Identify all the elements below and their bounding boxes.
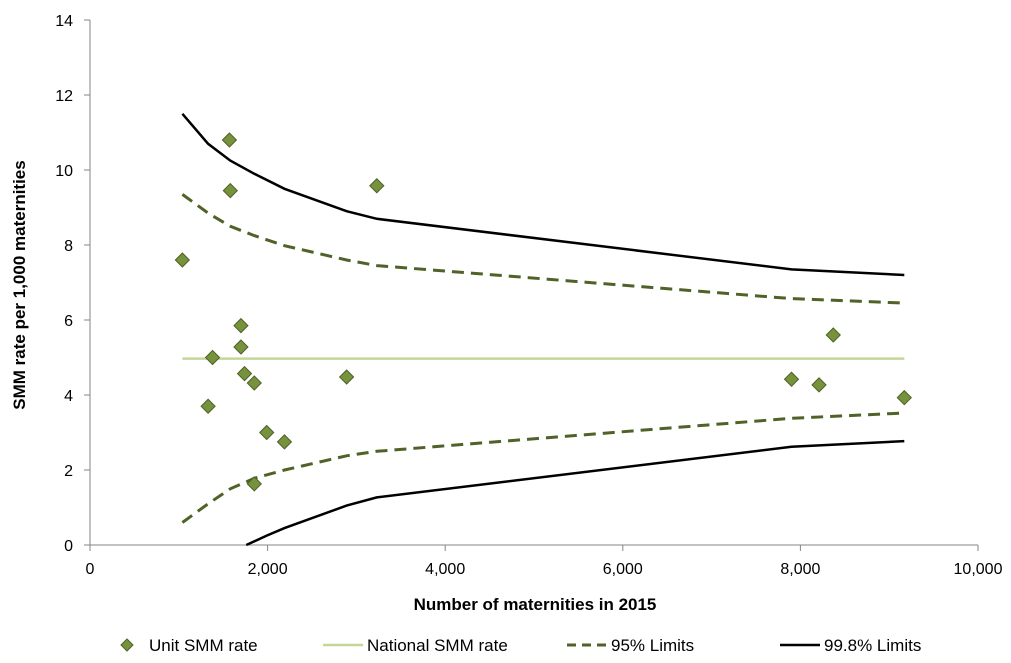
legend-item: Unit SMM rate: [120, 636, 258, 655]
99-8-limits-upper: [181, 112, 905, 277]
series-95-limits: [181, 193, 905, 524]
unit-smm-rate-point: [276, 434, 293, 450]
legend: Unit SMM rate National SMM rate 95% Limits…: [120, 636, 921, 655]
unit-smm-rate-point: [174, 252, 191, 268]
legend-item: 99.8% Limits: [780, 636, 921, 655]
unit-smm-rate-point: [246, 476, 262, 492]
y-tick-label: 0: [64, 538, 73, 555]
legend-label: 95% Limits: [611, 636, 694, 655]
legend-swatch-diamond: [120, 638, 134, 652]
axes: 0 2 4 6 8 10 12 14 0 2,000 4,000 6,000 8,000 10,000: [55, 13, 1002, 578]
y-tick-label: 14: [55, 13, 73, 30]
y-tick-label: 10: [55, 163, 73, 180]
y-tick-label: 4: [64, 388, 73, 405]
99-8-limits-lower: [245, 439, 905, 547]
unit-smm-rate-point: [259, 424, 275, 441]
x-tick-label: 6,000: [603, 561, 643, 578]
unit-smm-rate-point: [246, 375, 262, 391]
unit-smm-rate-point: [200, 398, 216, 414]
y-tick-label: 6: [64, 313, 73, 330]
95-limits-lower: [181, 411, 905, 524]
unit-smm-rate-point: [369, 178, 385, 194]
y-axis-title: SMM rate per 1,000 maternities: [10, 160, 29, 409]
unit-smm-rate-point: [222, 182, 239, 199]
95-limits-upper: [181, 193, 905, 305]
x-tick-label: 4,000: [425, 561, 465, 578]
y-tick-label: 2: [64, 463, 73, 480]
legend-item: 95% Limits: [567, 636, 694, 655]
unit-smm-rate-point: [204, 349, 221, 366]
unit-smm-rate-point: [896, 389, 913, 406]
unit-smm-rate-point: [783, 371, 800, 387]
unit-smm-rate-point: [825, 327, 841, 343]
legend-item: National SMM rate: [323, 636, 508, 655]
series-99-8-limits: [181, 112, 905, 547]
legend-label: National SMM rate: [367, 636, 508, 655]
x-tick-label: 2,000: [248, 561, 288, 578]
y-tick-label: 12: [55, 88, 73, 105]
series-unit-smm-rate: [174, 132, 913, 492]
unit-smm-rate-point: [233, 339, 249, 355]
x-tick-label: 8,000: [780, 561, 820, 578]
legend-label: Unit SMM rate: [149, 636, 258, 655]
x-axis-title: Number of maternities in 2015: [414, 595, 657, 614]
x-tick-label: 0: [86, 561, 95, 578]
legend-label: 99.8% Limits: [824, 636, 921, 655]
y-tick-label: 8: [64, 238, 73, 255]
unit-smm-rate-point: [233, 317, 249, 334]
unit-smm-rate-point: [811, 377, 827, 393]
x-tick-label: 10,000: [954, 561, 1003, 578]
unit-smm-rate-point: [221, 132, 238, 148]
unit-smm-rate-point: [338, 369, 355, 385]
series-layer: [174, 112, 913, 547]
unit-smm-rate-point: [236, 365, 253, 382]
